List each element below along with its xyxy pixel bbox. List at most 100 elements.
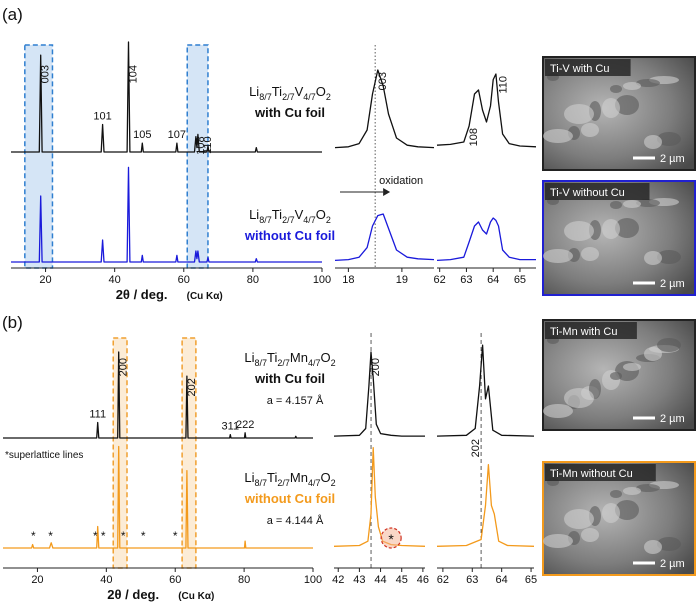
x-axis-note: (Cu Kα) [178, 591, 214, 602]
superlattice-star: * [121, 529, 126, 543]
sem-grain [623, 82, 641, 90]
sem-grain [543, 249, 573, 263]
sem-label: Ti-Mn without Cu [550, 468, 633, 480]
sem-grain [610, 85, 622, 93]
xrd-pattern [11, 166, 322, 263]
formula-part: 2 [331, 478, 336, 488]
peak-label: 107 [168, 129, 186, 141]
sem-label: Ti-V without Cu [550, 187, 625, 199]
formula-part: 4/7 [303, 92, 316, 102]
sem-grain [543, 404, 573, 418]
superlattice-star: * [141, 529, 146, 543]
formula-part: Ti [267, 470, 277, 485]
formula: Li8/7Ti2/7V4/7O2 [249, 207, 331, 225]
formula-part: 8/7 [255, 478, 268, 488]
formula: Li8/7Ti2/7V4/7O2 [249, 84, 331, 102]
formula-part: 4/7 [308, 358, 321, 368]
x-tick-label: 45 [396, 574, 408, 586]
peak-label: 003 [377, 72, 389, 90]
note: *superlattice lines [5, 450, 83, 461]
lattice-parameter: a = 4.144 Å [267, 514, 324, 527]
panel-label: (a) [2, 5, 23, 24]
xrd-pattern [436, 73, 537, 148]
x-tick-label: 40 [100, 574, 112, 586]
sem-grain [657, 338, 681, 352]
xrd-pattern [334, 69, 435, 149]
superlattice-star: * [48, 529, 53, 543]
formula-part: 2 [326, 215, 331, 225]
arrow-head [383, 188, 391, 196]
x-tick-label: 20 [31, 574, 43, 586]
formula-part: 2 [331, 358, 336, 368]
x-tick-label: 46 [417, 574, 429, 586]
x-tick-label: 62 [434, 274, 446, 286]
xrd-pattern [436, 344, 535, 437]
lattice-parameter: a = 4.157 Å [267, 394, 324, 407]
scale-label: 2 µm [660, 153, 685, 165]
superlattice-star: * [173, 529, 178, 543]
x-axis-label: 2θ / deg. [107, 587, 159, 602]
series-name: without Cu foil [244, 491, 335, 506]
sem-grain [564, 221, 594, 241]
sem-grain [636, 484, 660, 492]
xrd-pattern [333, 447, 426, 547]
formula-part: 4/7 [303, 215, 316, 225]
superlattice-star: * [101, 529, 106, 543]
formula-part: V [295, 207, 304, 222]
peak-label: 202 [470, 439, 482, 457]
sem-grain [623, 363, 641, 371]
sem-grain [615, 500, 639, 520]
panel-label: (b) [2, 313, 23, 332]
formula-part: V [295, 84, 304, 99]
sem-grain [636, 79, 660, 87]
x-tick-label: 20 [39, 274, 51, 286]
formula-part: Li [249, 84, 259, 99]
x-axis-label: 2θ / deg. [116, 287, 168, 302]
formula-part: O [316, 207, 326, 222]
scale-label: 2 µm [660, 278, 685, 290]
sem-label-bg [545, 464, 656, 481]
sem-grain [615, 218, 639, 238]
peak-label: 110 [202, 136, 214, 154]
peak-label: 200 [118, 358, 130, 376]
sem-grain [657, 132, 681, 146]
x-tick-label: 63 [466, 574, 478, 586]
x-tick-label: 18 [342, 274, 354, 286]
xrd-pattern [436, 217, 536, 262]
formula-part: Li [244, 350, 254, 365]
x-axis-note: (Cu Kα) [187, 291, 223, 302]
sem-grain [644, 540, 662, 554]
x-tick-label: 80 [247, 274, 259, 286]
x-tick-label: 60 [169, 574, 181, 586]
sem-grain [602, 98, 620, 118]
x-tick-label: 100 [304, 574, 322, 586]
peak-label: 311 [222, 421, 240, 433]
xrd-pattern [333, 351, 425, 437]
x-tick-label: 60 [178, 274, 190, 286]
scale-label: 2 µm [660, 413, 685, 425]
x-tick-label: 44 [374, 574, 386, 586]
xrd-pattern [334, 213, 435, 262]
x-tick-label: 63 [460, 274, 472, 286]
peak-label: 003 [40, 65, 52, 83]
sem-grain [543, 129, 573, 143]
formula-part: 2/7 [282, 92, 295, 102]
peak-label: 202 [186, 378, 198, 396]
sem-label-bg [545, 183, 650, 200]
formula-part: 8/7 [255, 358, 268, 368]
sem-label: Ti-Mn with Cu [550, 326, 617, 338]
sem-grain [581, 247, 599, 261]
formula-part: 8/7 [259, 92, 272, 102]
sem-grain [623, 200, 641, 208]
formula-part: Ti [272, 207, 282, 222]
peak-label: 222 [236, 419, 254, 431]
arrow-label: oxidation [379, 175, 423, 187]
peak-label: 111 [89, 409, 106, 421]
sem-grain [644, 347, 662, 361]
formula-part: Li [244, 470, 254, 485]
highlight-box [186, 44, 209, 269]
series-name: with Cu foil [254, 371, 325, 386]
x-tick-label: 65 [525, 574, 537, 586]
sem-grain [657, 250, 681, 264]
sem-grain [636, 199, 660, 207]
